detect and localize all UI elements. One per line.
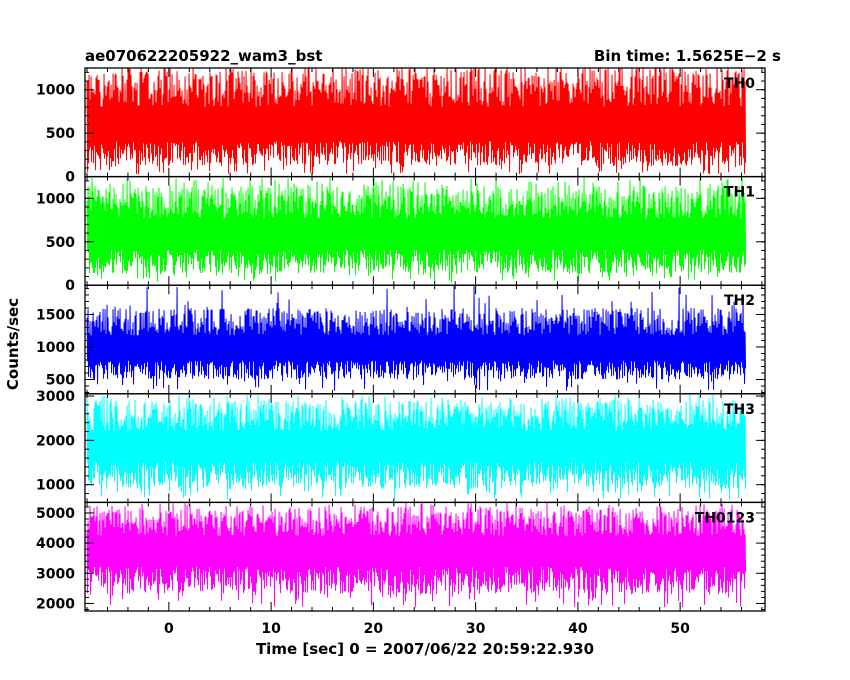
- y-tick-label: 1000: [36, 478, 75, 494]
- y-tick-label: 3000: [36, 566, 75, 582]
- y-tick-label: 1000: [36, 191, 75, 207]
- x-tick-label: 20: [364, 621, 384, 637]
- panel-th2: 500 1000 1500 TH2: [36, 284, 766, 395]
- panel-label-th1: TH1: [724, 185, 755, 201]
- panel-th0: 0 500 1000 TH0: [36, 67, 766, 186]
- panel-th1: 0 500 1000 TH1: [36, 175, 766, 294]
- panel-th0123: 2000 3000 4000 5000 TH0123: [36, 501, 766, 612]
- y-tick-label: 0: [65, 170, 75, 186]
- panel-label-th0123: TH0123: [695, 510, 755, 526]
- series-th0-line: [86, 67, 747, 175]
- y-tick-label: 500: [46, 235, 75, 251]
- x-tick-label: 10: [261, 621, 281, 637]
- y-axis-label: Counts/sec: [4, 298, 22, 390]
- y-tick-label: 500: [46, 372, 75, 388]
- y-tick-label: 500: [46, 126, 75, 142]
- x-tick-label: 0: [164, 621, 174, 637]
- series-th2-line: [86, 285, 747, 391]
- y-tick-label: 5000: [36, 506, 75, 522]
- panel-label-th3: TH3: [724, 402, 755, 418]
- series-th1-line: [86, 176, 747, 283]
- bin-time-label: Bin time: 1.5625E−2 s: [594, 47, 781, 65]
- x-tick-label: 50: [670, 621, 690, 637]
- y-tick-label: 0: [65, 278, 75, 294]
- x-axis-label: Time [sec] 0 = 2007/06/22 20:59:22.930: [256, 640, 594, 658]
- series-th3-line: [86, 393, 747, 500]
- chart-title: ae070622205922_wam3_bst: [85, 47, 322, 65]
- y-tick-label: 1000: [36, 340, 75, 356]
- x-tick-label: 40: [568, 621, 588, 637]
- x-tick-label: 30: [466, 621, 486, 637]
- y-tick-label: 4000: [36, 536, 75, 552]
- panel-label-th0: TH0: [724, 76, 755, 92]
- panel-frame: [84, 501, 766, 612]
- y-tick-label: 3000: [36, 389, 75, 405]
- y-tick-label: 1500: [36, 307, 75, 323]
- panel-th3: 1000 2000 3000 TH3: [36, 389, 766, 504]
- series-th0123-line: [86, 502, 747, 608]
- panel-label-th2: TH2: [724, 293, 755, 309]
- y-tick-label: 1000: [36, 83, 75, 99]
- y-tick-label: 2000: [36, 596, 75, 612]
- y-tick-label: 2000: [36, 433, 75, 449]
